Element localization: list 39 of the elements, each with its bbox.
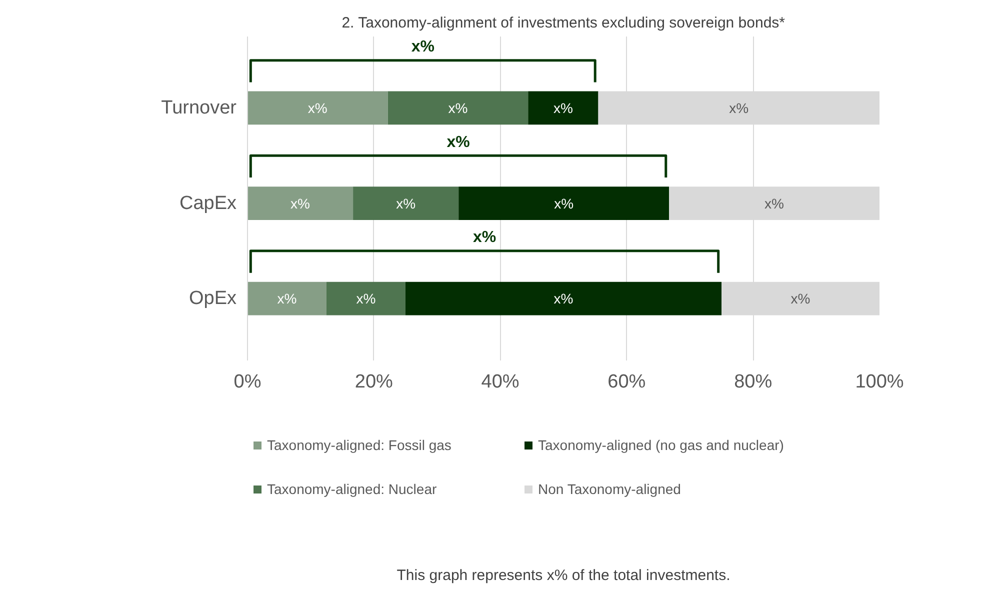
x-tick-label: 20% — [354, 372, 394, 392]
x-tick-label: 100% — [855, 372, 904, 392]
data-label: x% — [553, 100, 573, 116]
x-tick-label: 80% — [734, 372, 772, 392]
data-label: x% — [554, 290, 574, 307]
bar — [388, 91, 528, 125]
bar — [528, 91, 598, 125]
x-tick-label: 0% — [234, 372, 262, 392]
data-label: x% — [729, 100, 749, 116]
bar — [248, 186, 354, 220]
legend-label: Taxonomy-aligned (no gas and nuclear) — [538, 437, 784, 453]
data-label: x% — [290, 195, 310, 212]
bar — [353, 186, 459, 220]
y-tick-label: OpEx — [188, 288, 237, 310]
chart-title: 2. Taxonomy-alignment of investments excluding sovereign bonds* — [342, 14, 786, 32]
x-tick-label: 60% — [608, 372, 646, 392]
annotation: x% — [472, 229, 496, 246]
legend-label: Taxonomy-aligned: Fossil gas — [267, 437, 452, 453]
annotation: x% — [446, 134, 470, 151]
data-label: x% — [308, 100, 328, 116]
legend-label: Taxonomy-aligned: Nuclear — [267, 481, 438, 497]
bar — [248, 282, 326, 316]
bar — [326, 282, 406, 316]
data-label: x% — [790, 290, 810, 307]
x-tick-label: 40% — [481, 372, 520, 392]
legend-label: Non Taxonomy-aligned — [538, 481, 682, 497]
bar — [406, 282, 722, 316]
data-label: x% — [356, 290, 376, 307]
y-tick-label: CapEx — [179, 192, 237, 214]
data-label: x% — [277, 290, 297, 307]
data-label: x% — [396, 195, 416, 212]
bar — [248, 91, 388, 125]
data-label: x% — [764, 195, 784, 212]
data-label: x% — [448, 100, 468, 116]
text: This graph represents x% of the total investments. — [396, 567, 730, 584]
data-label: x% — [554, 195, 574, 212]
y-tick-label: Turnover — [161, 97, 238, 118]
bar — [458, 186, 670, 220]
annotation: x% — [411, 38, 434, 56]
